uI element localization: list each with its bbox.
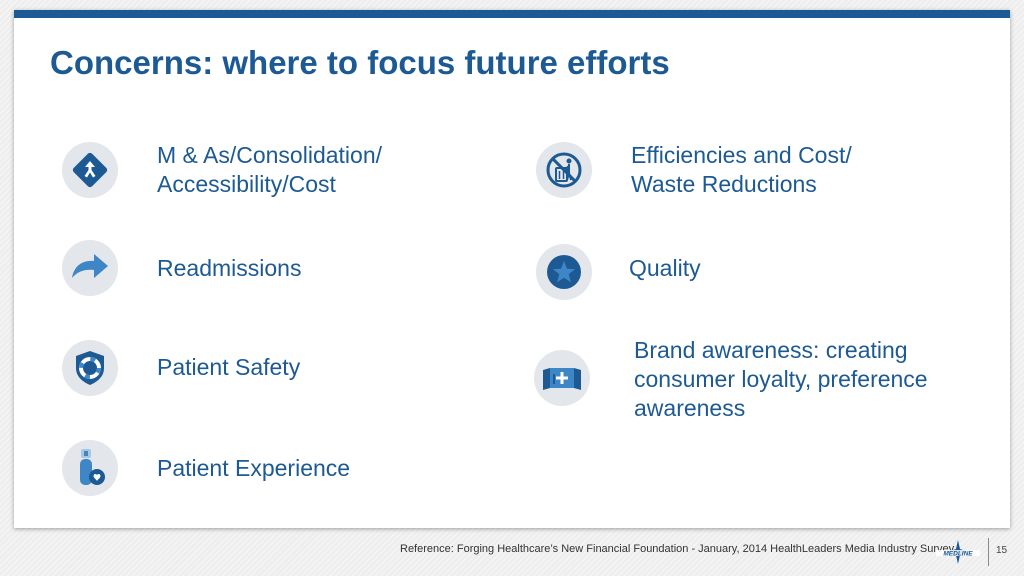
brand-banner-icon [534, 350, 590, 406]
slide [14, 10, 1010, 528]
merge-arrows-icon [62, 142, 118, 198]
item-patient-experience: Patient Experience [157, 454, 350, 483]
item-readmissions: Readmissions [157, 254, 301, 283]
logo-text: MEDLINE [943, 551, 973, 558]
curved-arrow-icon [62, 240, 118, 296]
star-icon [536, 244, 592, 300]
item-line: Waste Reductions [631, 171, 817, 197]
footer-divider [988, 538, 989, 566]
item-line: awareness [634, 395, 746, 421]
item-line: M & As/Consolidation/ [157, 142, 383, 168]
item-efficiencies-cost: Efficiencies and Cost/ Waste Reductions [631, 141, 852, 199]
page-number: 15 [996, 545, 1008, 556]
item-line: Readmissions [157, 255, 302, 281]
item-brand-awareness: Brand awareness: creating consumer loyal… [634, 336, 928, 423]
no-waste-bin-icon [536, 142, 592, 198]
item-quality: Quality [629, 254, 701, 283]
item-line: Brand awareness: creating [634, 337, 908, 363]
item-patient-safety: Patient Safety [157, 353, 300, 382]
item-line: consumer loyalty, preference [634, 366, 928, 392]
footer-reference: Reference: Forging Healthcare’s New Fina… [400, 543, 955, 555]
item-line: Patient Safety [157, 354, 301, 380]
item-line: Quality [629, 255, 701, 281]
item-line: Efficiencies and Cost/ [631, 142, 852, 168]
medline-logo: MEDLINE [936, 540, 980, 564]
item-line: Accessibility/Cost [157, 171, 336, 197]
slide-title: Concerns: where to focus future efforts [50, 44, 670, 81]
item-mergers-consolidation: M & As/Consolidation/ Accessibility/Cost [157, 141, 382, 199]
patient-heart-icon [62, 440, 118, 496]
lifebuoy-shield-icon [62, 340, 118, 396]
item-line: Patient Experience [157, 455, 351, 481]
top-accent-bar [14, 10, 1010, 18]
